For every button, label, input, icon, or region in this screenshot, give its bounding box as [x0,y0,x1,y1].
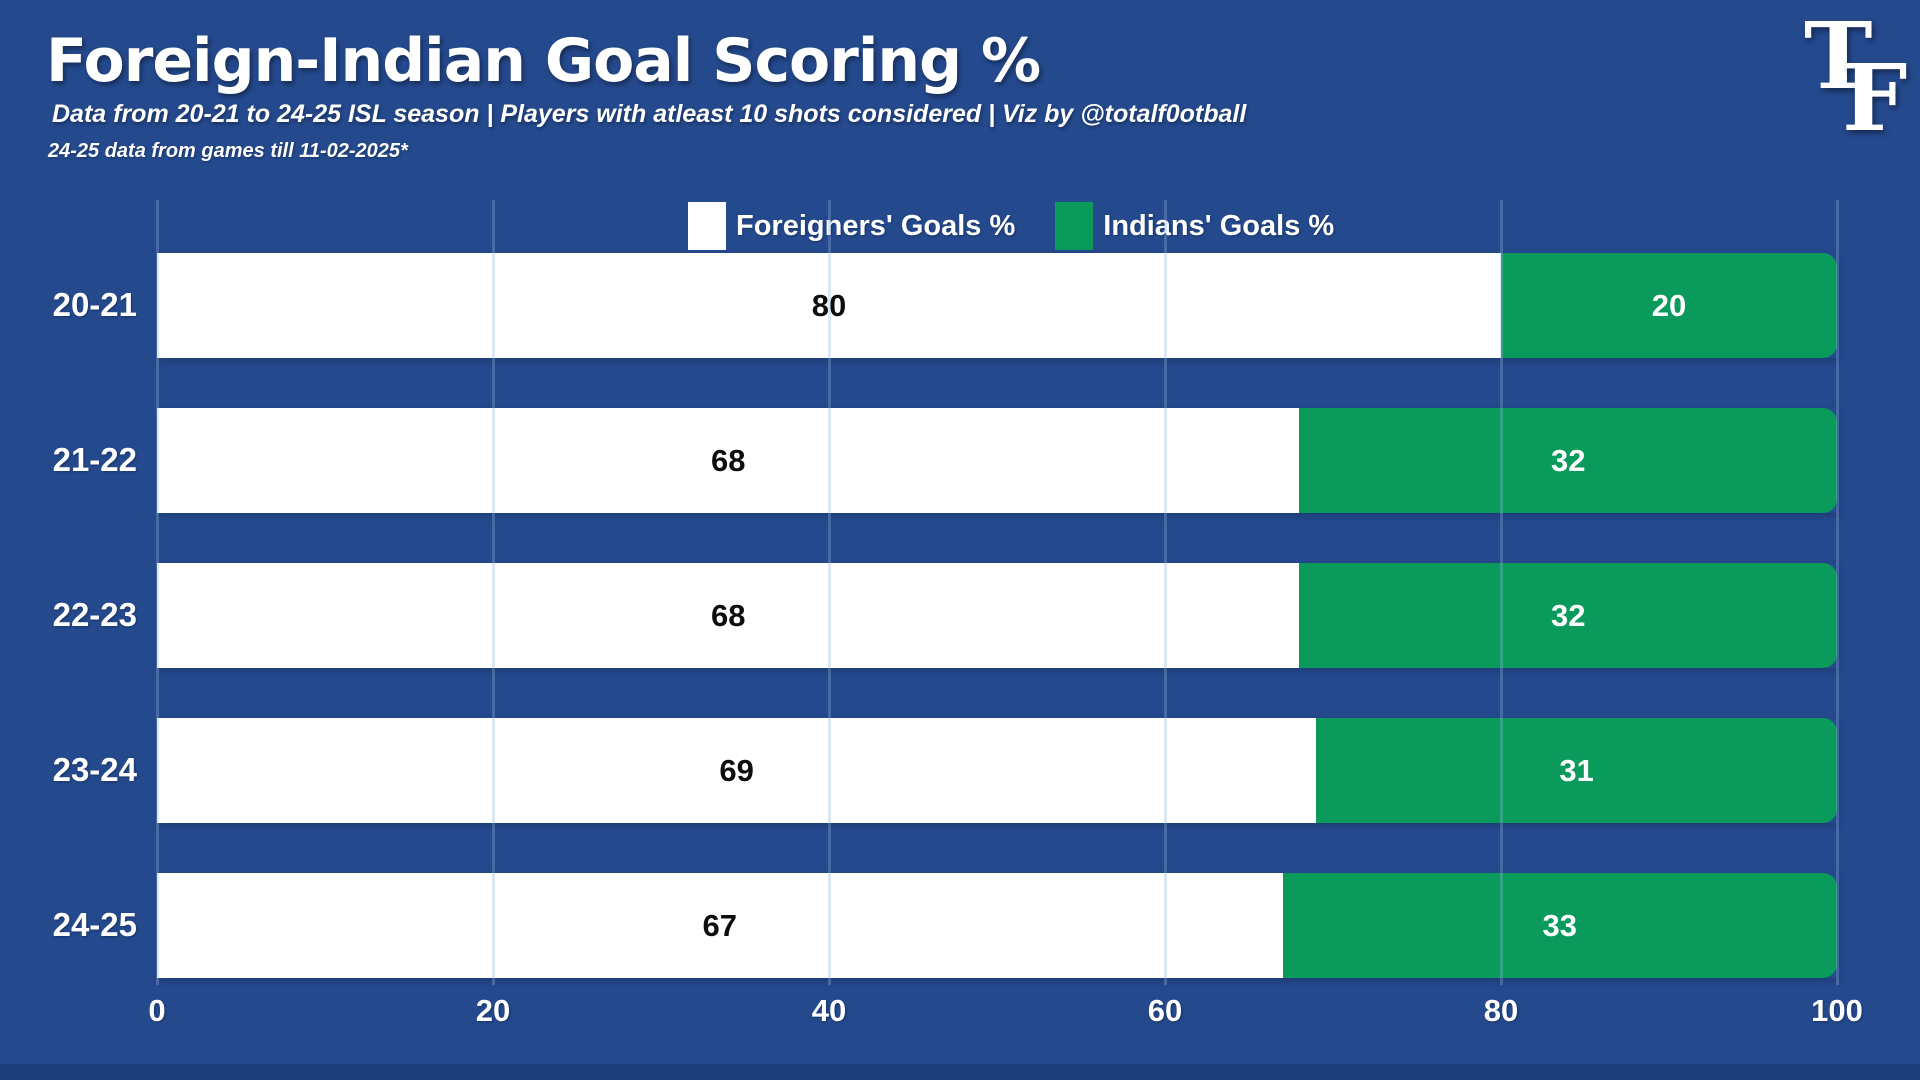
legend-swatch-icon [688,202,726,250]
category-label: 23-24 [52,750,137,788]
x-tick-label: 80 [1483,993,1519,1028]
foreigners-segment: 68 [157,408,1300,513]
foreigners-segment: 67 [157,873,1283,978]
x-tick-label: 0 [148,993,166,1028]
indians-value-label: 31 [1559,752,1594,788]
x-tick-label: 20 [475,993,511,1028]
category-label: 20-21 [52,285,137,323]
footnote: 24-25 data from games till 11-02-2025* [48,140,408,162]
indians-value-label: 33 [1542,907,1578,943]
category-label: 22-23 [52,595,137,633]
foreigners-value-label: 67 [702,907,738,943]
bar-row: 80 20 [157,253,1837,358]
legend-swatch-icon [1055,202,1094,250]
x-tick-label: 100 [1811,993,1863,1028]
totalfootball-logo-icon: T F [1798,2,1907,144]
indians-segment: 33 [1282,873,1837,978]
category-label: 24-25 [52,905,137,943]
indians-segment: 31 [1316,718,1837,823]
bar-row: 68 32 [157,563,1837,668]
subtitle: Data from 20-21 to 24-25 ISL season | Pl… [52,100,1247,128]
bar-row: 67 33 [157,873,1837,978]
logo-letter-t: T [1804,2,1873,110]
foreigners-segment: 69 [157,718,1317,823]
chart-legend: Foreigners' Goals % Indians' Goals % [688,202,1334,250]
page-title: Foreign-Indian Goal Scoring % [46,26,1041,96]
logo-letter-f: F [1842,44,1908,152]
bar-row: 69 31 [157,718,1837,823]
x-tick-label: 40 [811,993,847,1028]
legend-label: Foreigners' Goals % [736,209,1016,242]
indians-value-label: 32 [1550,442,1586,478]
legend-item: Indians' Goals % [1055,202,1334,250]
legend-label: Indians' Goals % [1103,209,1335,242]
foreigners-value-label: 69 [719,752,754,788]
foreigners-segment: 68 [157,563,1300,668]
foreigners-value-label: 68 [710,597,746,633]
foreigners-value-label: 68 [710,442,746,478]
foreigners-segment: 80 [157,253,1501,358]
indians-value-label: 20 [1651,287,1687,323]
category-label: 21-22 [52,440,137,478]
indians-segment: 32 [1299,408,1837,513]
foreigners-value-label: 80 [811,287,847,323]
legend-item: Foreigners' Goals % [688,202,1015,250]
footer-strip [0,1064,1920,1080]
indians-segment: 32 [1299,563,1837,668]
bar-row: 68 32 [157,408,1837,513]
indians-segment: 20 [1501,253,1837,358]
x-tick-label: 60 [1147,993,1183,1028]
indians-value-label: 32 [1550,597,1586,633]
